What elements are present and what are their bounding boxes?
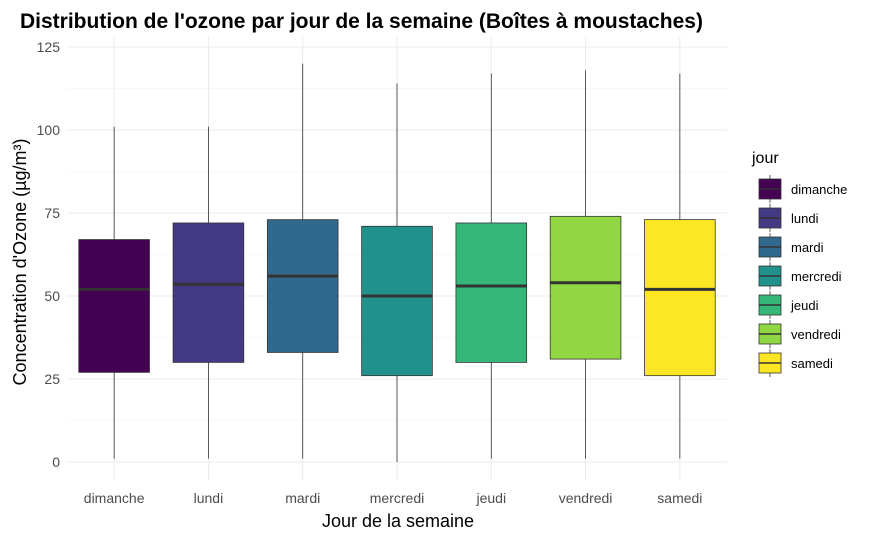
x-tick-label: mercredi <box>370 490 424 506</box>
legend-item-lundi: lundi <box>758 204 819 232</box>
box-mercredi <box>361 83 433 462</box>
legend-label: mardi <box>791 240 824 255</box>
y-axis-title: Concentration d'Ozone (µg/m³) <box>10 139 30 386</box>
box-mardi <box>266 63 339 459</box>
box-body <box>549 215 622 360</box>
box-body <box>455 222 528 363</box>
y-tick-label: 75 <box>44 205 60 221</box>
legend: jour dimanche lundi mardi mercredi jeudi vend… <box>751 150 847 377</box>
box-body <box>266 219 339 353</box>
x-axis-title: Jour de la semaine <box>322 511 474 531</box>
legend-item-vendredi: vendredi <box>758 320 841 348</box>
x-tick-label: lundi <box>194 490 224 506</box>
y-tick-label: 100 <box>37 122 61 138</box>
x-tick-label: dimanche <box>84 490 145 506</box>
x-tick-label: vendredi <box>559 490 613 506</box>
legend-label: dimanche <box>791 182 847 197</box>
legend-label: vendredi <box>791 327 841 342</box>
legend-title: jour <box>751 150 779 167</box>
y-tick-label: 25 <box>44 371 60 387</box>
box-vendredi <box>549 70 622 459</box>
legend-label: samedi <box>791 356 833 371</box>
y-tick-label: 125 <box>37 39 61 55</box>
x-tick-label: jeudi <box>475 490 506 506</box>
legend-label: lundi <box>791 211 819 226</box>
box-body <box>78 239 150 373</box>
y-tick-label: 0 <box>52 454 60 470</box>
boxes <box>78 63 716 462</box>
legend-label: jeudi <box>790 298 819 313</box>
box-dimanche <box>78 126 150 459</box>
box-lundi <box>172 126 245 459</box>
legend-item-samedi: samedi <box>758 349 833 377</box>
x-axis-ticks: dimanche lundi mardi mercredi jeudi vendredi s… <box>84 490 703 506</box>
legend-label: mercredi <box>791 269 842 284</box>
box-samedi <box>644 73 716 459</box>
legend-item-dimanche: dimanche <box>758 175 847 203</box>
x-tick-label: mardi <box>285 490 320 506</box>
legend-item-jeudi: jeudi <box>758 291 819 319</box>
box-jeudi <box>455 73 528 459</box>
box-body <box>172 222 245 363</box>
chart-title: Distribution de l'ozone par jour de la s… <box>20 10 703 33</box>
legend-item-mardi: mardi <box>758 233 824 261</box>
y-tick-label: 50 <box>44 288 60 304</box>
box-body <box>361 225 433 377</box>
legend-item-mercredi: mercredi <box>758 262 842 290</box>
x-tick-label: samedi <box>657 490 702 506</box>
box-body <box>644 219 716 377</box>
y-axis-ticks: 0 25 50 75 100 125 <box>37 39 61 470</box>
